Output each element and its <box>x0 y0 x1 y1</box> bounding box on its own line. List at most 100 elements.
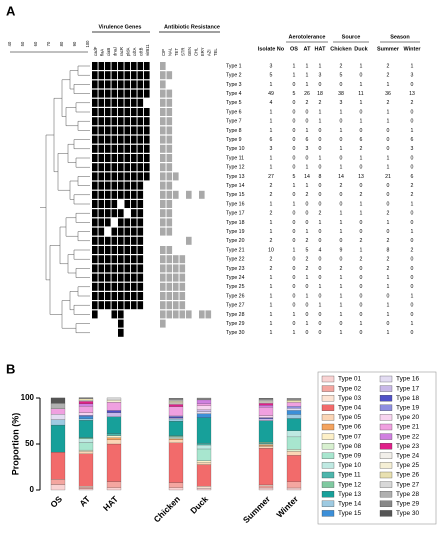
resistance-cell <box>166 246 173 254</box>
resistance-cell <box>205 89 212 98</box>
virulence-cell <box>98 218 105 227</box>
table-column: Duck <box>354 46 368 52</box>
resistance-cell <box>160 292 166 300</box>
resistance-cell <box>160 190 166 199</box>
table-cell: 0 <box>360 266 363 272</box>
resistance-cell <box>160 319 166 328</box>
table-cell: 0 <box>306 119 309 125</box>
bar-segment <box>106 433 122 436</box>
resistance-cell <box>186 218 192 227</box>
resistance-cell <box>192 80 199 89</box>
resistance-cell <box>192 163 199 172</box>
antibiotic-label: CHL <box>193 47 198 56</box>
bar-segment <box>78 453 94 487</box>
resistance-cell <box>205 310 212 319</box>
table-cell: 0 <box>293 82 296 88</box>
table-group: Aerotolerance <box>289 34 326 40</box>
resistance-cell <box>212 117 218 126</box>
resistance-cell <box>186 181 192 190</box>
resistance-cell <box>186 264 192 273</box>
resistance-cell <box>160 172 166 181</box>
bar-segment <box>286 451 302 456</box>
virulence-cell <box>92 190 98 199</box>
resistance-cell <box>179 328 186 337</box>
resistance-cell <box>179 108 186 116</box>
virulence-cell <box>111 154 118 162</box>
virulence-cell <box>144 80 150 89</box>
resistance-cell <box>205 209 212 218</box>
virulence-cell <box>144 98 150 107</box>
table-cell: 0 <box>319 275 322 281</box>
resistance-cell <box>186 273 192 282</box>
resistance-cell <box>199 264 205 273</box>
virulence-cell <box>131 80 137 89</box>
legend-label: Type 21 <box>396 424 420 431</box>
resistance-cell <box>166 71 173 80</box>
antibiotic-label: GEN <box>187 47 192 56</box>
resistance-cell <box>173 144 179 153</box>
resistance-cell <box>179 98 186 107</box>
resistance-cell <box>166 264 173 273</box>
virulence-cell <box>92 310 98 319</box>
virulence-cell <box>111 126 118 135</box>
resistance-cell <box>160 310 166 319</box>
virulence-cell <box>118 236 124 245</box>
type-label: Type 26 <box>226 293 245 299</box>
bar-segment <box>168 416 184 419</box>
resistance-cell <box>179 80 186 89</box>
type-label: Type 28 <box>226 312 245 318</box>
virulence-cell <box>98 273 105 282</box>
type-label: Type 21 <box>226 247 245 253</box>
virulence-cell <box>131 190 137 199</box>
legend-label: Type 27 <box>396 481 420 488</box>
table-cell: 0 <box>293 109 296 115</box>
virulence-cell <box>98 292 105 300</box>
resistance-cell <box>179 181 186 190</box>
virulence-cell <box>105 163 111 172</box>
table-cell: 0 <box>293 229 296 235</box>
resistance-cell <box>205 135 212 144</box>
bar-segment <box>106 439 122 445</box>
virulence-cell <box>144 236 150 245</box>
virulence-cell <box>131 209 137 218</box>
resistance-cell <box>186 71 192 80</box>
virulence-cell <box>144 154 150 162</box>
virulence-cell <box>118 292 124 300</box>
bar-segment <box>258 405 274 408</box>
table-cell: 0 <box>319 146 322 152</box>
resistance-cell <box>186 292 192 300</box>
legend-swatch <box>379 423 393 431</box>
type-label: Type 11 <box>226 155 244 161</box>
virulence-cell <box>105 62 111 70</box>
resistance-cell <box>186 80 192 89</box>
virulence-cell <box>105 89 111 98</box>
table-cell: 1 <box>411 201 414 207</box>
table-cell: 1 <box>306 275 309 281</box>
table-cell: 0 <box>360 229 363 235</box>
table-cell: 1 <box>411 293 414 299</box>
virulence-cell <box>92 246 98 254</box>
virulence-cell <box>118 126 124 135</box>
resistance-cell <box>173 255 179 264</box>
table-cell: 26 <box>304 91 310 97</box>
virulence-cell <box>111 282 118 291</box>
bar-segment <box>106 437 122 440</box>
gene-label: cdtA <box>132 47 137 56</box>
table-cell: 0 <box>360 165 363 171</box>
resistance-cell <box>192 190 199 199</box>
resistance-cell <box>160 246 166 254</box>
virulence-cell <box>144 319 150 328</box>
virulence-cell <box>137 328 144 337</box>
virulence-cell <box>118 108 124 116</box>
resistance-cell <box>199 255 205 264</box>
bar-segment <box>106 410 122 413</box>
bar-segment <box>78 418 94 421</box>
table-cell: 0 <box>387 128 390 134</box>
bar-segment <box>258 402 274 404</box>
table-cell: 1 <box>270 82 273 88</box>
resistance-cell <box>186 301 192 310</box>
virulence-cell <box>105 80 111 89</box>
virulence-cell <box>92 236 98 245</box>
resistance-cell <box>173 154 179 162</box>
table-cell: 0 <box>387 146 390 152</box>
